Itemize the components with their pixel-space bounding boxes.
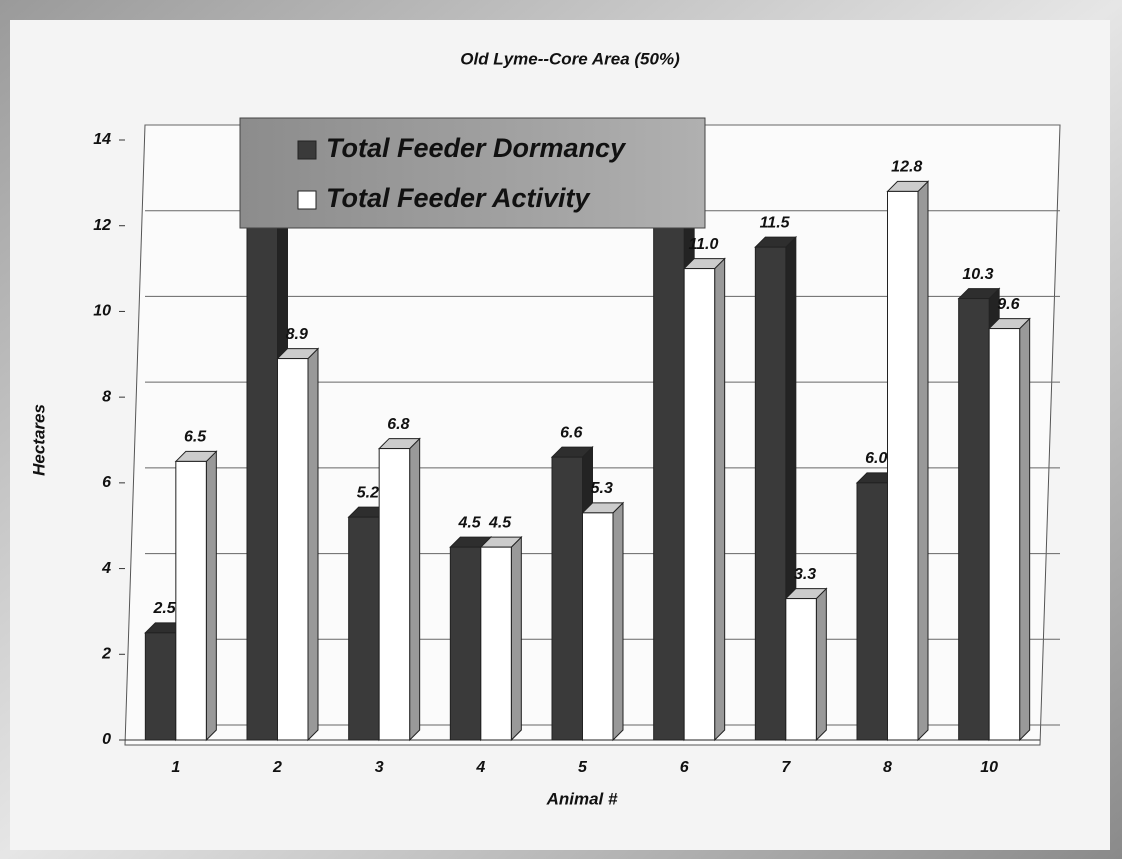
- bar-side: [409, 437, 421, 742]
- bar: [246, 160, 278, 741]
- data-label: 10.3: [962, 266, 993, 283]
- bar-side: [714, 257, 726, 742]
- data-label: 6.5: [184, 429, 207, 446]
- x-axis-label: Animal #: [546, 789, 618, 808]
- bar: [785, 598, 817, 741]
- data-label: 4.5: [488, 514, 512, 531]
- data-label: 6.8: [387, 416, 409, 433]
- x-tick-label: 10: [980, 759, 998, 776]
- bar-side: [815, 587, 827, 742]
- data-label: 6.0: [865, 450, 887, 467]
- bar: [856, 482, 888, 741]
- bar: [653, 173, 685, 741]
- bar: [582, 512, 614, 741]
- bar-side: [307, 347, 319, 742]
- data-label: 3.3: [794, 566, 816, 583]
- bar-side: [205, 450, 217, 742]
- bar: [449, 546, 482, 741]
- x-tick-label: 3: [375, 759, 384, 776]
- x-tick-label: 2: [272, 759, 282, 776]
- bar-side: [510, 535, 522, 742]
- bar: [277, 358, 309, 741]
- data-label: 9.6: [997, 296, 1019, 313]
- y-tick-label: 6: [102, 474, 111, 491]
- bar: [175, 460, 207, 741]
- x-tick-label: 8: [883, 759, 892, 776]
- legend-swatch: [297, 140, 317, 160]
- y-tick-label: 2: [101, 646, 111, 663]
- bar: [378, 448, 411, 741]
- x-tick-label: 7: [781, 759, 791, 776]
- x-tick-label: 6: [680, 759, 689, 776]
- legend-swatch: [297, 190, 317, 210]
- data-label: 2.5: [152, 600, 176, 617]
- y-tick-label: 12: [93, 217, 111, 234]
- data-label: 6.6: [560, 424, 582, 441]
- y-tick-label: 14: [93, 131, 111, 148]
- data-label: 11.5: [760, 214, 791, 231]
- bar: [551, 456, 583, 741]
- bar: [754, 246, 787, 741]
- data-label: 5.3: [591, 480, 613, 497]
- x-tick-label: 1: [171, 759, 180, 776]
- x-tick-label: 4: [475, 759, 485, 776]
- bar-side: [917, 180, 929, 742]
- data-label: 11.0: [688, 236, 718, 253]
- bar-side: [1019, 317, 1031, 742]
- bar: [683, 268, 716, 741]
- y-tick-label: 0: [102, 731, 111, 748]
- data-label: 5.2: [357, 484, 379, 501]
- legend-label: Total Feeder Dormancy: [326, 133, 627, 163]
- y-tick-label: 8: [102, 388, 111, 405]
- legend-box: [239, 117, 706, 229]
- y-axis-label: Hectares: [29, 404, 48, 476]
- bar: [348, 516, 380, 741]
- bar: [958, 298, 990, 741]
- y-tick-label: 4: [101, 560, 111, 577]
- x-tick-label: 5: [578, 759, 588, 776]
- data-label: 8.9: [286, 326, 308, 343]
- legend-label: Total Feeder Activity: [326, 183, 592, 213]
- bar-side: [612, 501, 624, 742]
- chart-title: Old Lyme--Core Area (50%): [460, 49, 680, 68]
- bar: [144, 632, 177, 741]
- y-tick-label: 10: [93, 303, 111, 320]
- bar: [887, 190, 919, 741]
- bar: [480, 546, 512, 741]
- bar: [988, 328, 1021, 741]
- data-label: 4.5: [457, 514, 481, 531]
- data-label: 12.8: [891, 159, 922, 176]
